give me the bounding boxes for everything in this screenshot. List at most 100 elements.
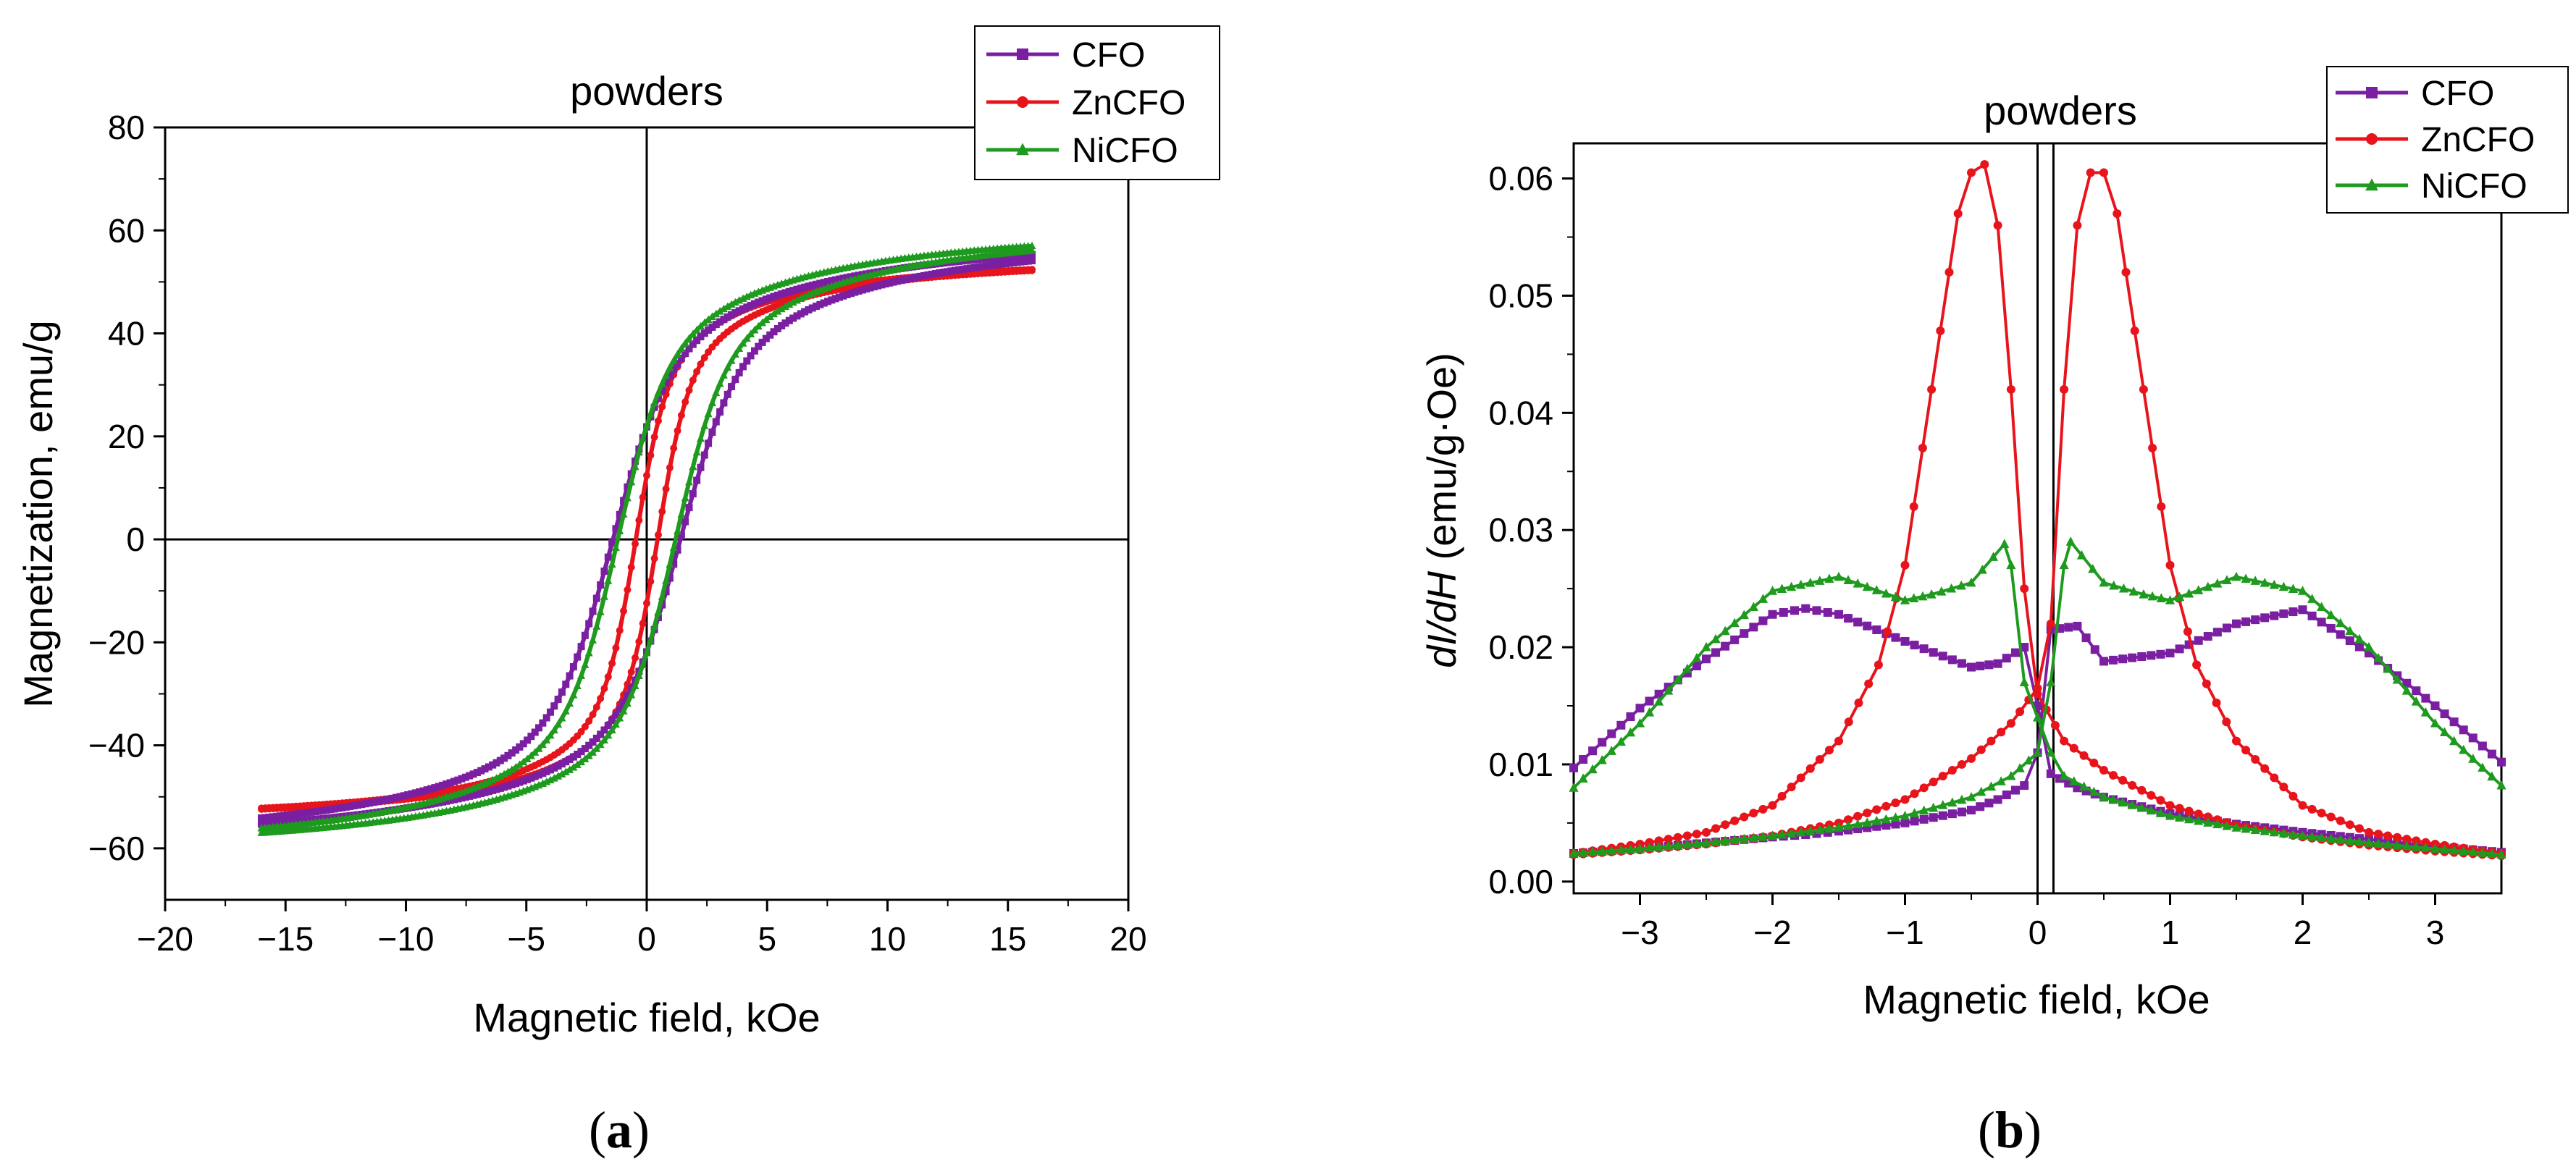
data-point-nicfo [742, 334, 751, 342]
data-point-cfo [2440, 709, 2449, 719]
data-point-cfo [308, 808, 316, 816]
data-point-nicfo [2059, 560, 2069, 570]
data-point-nicfo [1843, 820, 1853, 830]
data-point-cfo [327, 806, 335, 814]
data-point-cfo [716, 318, 724, 326]
data-point-cfo [808, 304, 816, 312]
data-point-cfo [974, 263, 982, 271]
data-point-cfo [1947, 809, 1957, 819]
data-point-nicfo [708, 312, 716, 321]
legend-label-zncfo: ZnCFO [2421, 121, 2535, 159]
data-point-cfo [516, 778, 524, 786]
data-point-zncfo [2015, 707, 2025, 717]
data-point-cfo [496, 756, 504, 764]
data-point-nicfo [596, 607, 605, 615]
legend-marker-zncfo [1017, 96, 1028, 108]
data-point-zncfo [2089, 758, 2099, 767]
data-point-cfo [836, 293, 843, 301]
data-point-nicfo [1976, 786, 1986, 796]
data-point-zncfo [1927, 384, 1937, 394]
data-point-nicfo [639, 434, 647, 442]
data-point-cfo [2109, 655, 2118, 665]
data-point-nicfo [1862, 581, 1872, 591]
data-point-zncfo [685, 387, 693, 395]
data-point-cfo [2317, 617, 2326, 627]
data-point-cfo [442, 797, 450, 805]
data-point-nicfo [573, 681, 582, 689]
data-point-cfo [1779, 608, 1788, 617]
data-point-nicfo [2184, 588, 2194, 598]
data-point-cfo [801, 308, 809, 316]
chart-b-ticks: −3 −2 −1 0 1 2 3 0.00 0.01 0.02 0.03 0.04 0.05 0.06 [1488, 160, 2444, 951]
data-point-nicfo [2430, 718, 2441, 728]
data-point-zncfo [650, 555, 658, 562]
data-point-cfo [365, 799, 373, 807]
data-point-cfo [477, 790, 485, 798]
data-point-cfo [531, 728, 539, 736]
data-point-cfo [261, 814, 269, 822]
data-point-cfo [2156, 649, 2165, 659]
data-point-nicfo [2364, 838, 2374, 847]
data-point-cfo [577, 643, 585, 651]
data-point-nicfo [577, 757, 586, 766]
y-tick-label: 0.03 [1488, 511, 1553, 549]
data-point-cfo [2064, 623, 2073, 632]
data-point-nicfo [561, 767, 570, 776]
data-point-nicfo [2231, 822, 2241, 832]
data-point-zncfo [2069, 743, 2078, 753]
data-point-cfo [2046, 769, 2055, 778]
data-point-cfo [1834, 610, 1843, 619]
data-point-cfo [2487, 749, 2496, 759]
data-point-nicfo [674, 350, 682, 358]
data-point-nicfo [2250, 576, 2260, 585]
data-point-zncfo [585, 717, 593, 725]
data-point-nicfo [2250, 825, 2260, 834]
y-tick-label: −20 [88, 623, 145, 661]
y-tick-label: 40 [108, 315, 145, 353]
data-point-cfo [277, 812, 285, 820]
data-point-zncfo [2345, 820, 2354, 830]
data-point-nicfo [2354, 633, 2365, 644]
data-point-nicfo [2203, 581, 2213, 591]
data-point-cfo [758, 338, 766, 346]
data-point-cfo [524, 775, 532, 783]
data-point-cfo [773, 324, 781, 332]
data-point-zncfo [2109, 770, 2118, 780]
data-point-cfo [393, 793, 400, 801]
data-point-nicfo [739, 339, 747, 347]
data-point-cfo [589, 738, 597, 746]
data-point-nicfo [1664, 840, 1674, 851]
data-point-zncfo [2128, 780, 2137, 790]
x-tick-label: −5 [508, 920, 545, 958]
data-point-cfo [839, 292, 847, 300]
data-point-zncfo [1777, 791, 1787, 801]
data-point-cfo [773, 291, 781, 299]
data-point-zncfo [1787, 783, 1796, 792]
data-point-nicfo [669, 356, 678, 364]
data-point-cfo [2073, 621, 2082, 631]
data-point-cfo [793, 312, 801, 320]
data-point-nicfo [1956, 580, 1966, 590]
data-point-nicfo [600, 735, 608, 744]
data-point-cfo [1588, 746, 1598, 756]
data-point-cfo [408, 790, 416, 798]
data-point-nicfo [1028, 241, 1036, 250]
data-point-cfo [824, 298, 832, 305]
data-point-cfo [866, 284, 874, 292]
data-point-cfo [616, 705, 624, 713]
data-point-cfo [708, 323, 716, 331]
data-point-zncfo [654, 417, 662, 425]
data-point-cfo [2222, 623, 2231, 633]
data-point-cfo [735, 307, 743, 315]
data-point-cfo [612, 525, 620, 533]
data-point-cfo [381, 796, 389, 804]
data-point-cfo [562, 758, 570, 766]
chart-b-legend: CFO ZnCFO NiCFO [2326, 66, 2569, 214]
data-point-nicfo [2099, 577, 2109, 587]
data-point-nicfo [1720, 835, 1730, 846]
data-point-nicfo [2383, 839, 2393, 849]
data-point-cfo [789, 314, 797, 322]
data-point-nicfo [1673, 840, 1683, 850]
data-point-zncfo [2288, 791, 2298, 801]
data-point-cfo [1967, 806, 1976, 815]
